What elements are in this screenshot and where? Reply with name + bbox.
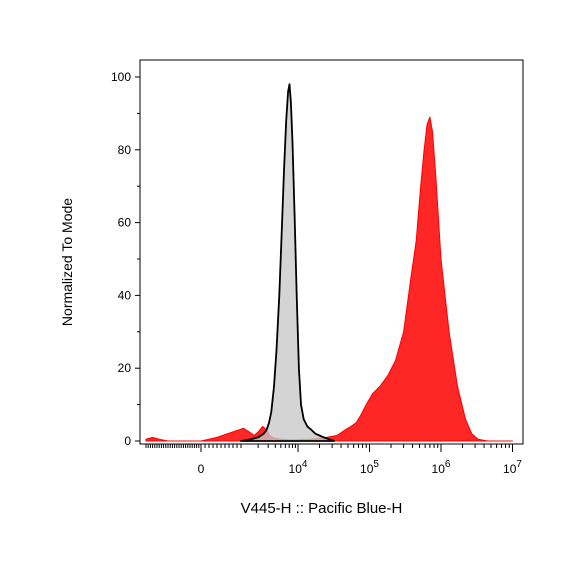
x-tick-exponent: 5 bbox=[373, 459, 379, 470]
series-layer bbox=[145, 83, 513, 442]
x-tick-label-100000: 105 bbox=[360, 459, 379, 476]
x-tick-label-0: 0 bbox=[198, 462, 205, 476]
x-tick-exponent: 4 bbox=[302, 459, 308, 470]
y-tick-label-80: 80 bbox=[118, 143, 132, 157]
y-tick-label-100: 100 bbox=[111, 70, 131, 84]
x-tick-label-1000000: 106 bbox=[432, 459, 451, 476]
histogram-series-2 bbox=[240, 83, 335, 442]
y-tick-label-0: 0 bbox=[124, 434, 131, 448]
x-tick-label-10000000: 107 bbox=[503, 459, 522, 476]
x-tick-label-10000: 104 bbox=[289, 459, 308, 476]
x-tick-base: 10 bbox=[360, 462, 374, 476]
x-tick-base: 10 bbox=[289, 462, 303, 476]
histogram-series-1 bbox=[145, 116, 513, 442]
x-tick-base: 10 bbox=[503, 462, 517, 476]
x-tick-exponent: 6 bbox=[445, 459, 451, 470]
y-tick-label-20: 20 bbox=[118, 361, 132, 375]
x-tick-exponent: 7 bbox=[516, 459, 522, 470]
x-axis-label: V445-H :: Pacific Blue-H bbox=[241, 500, 403, 517]
plot-frame bbox=[139, 59, 524, 445]
y-axis-label: Normalized To Mode bbox=[59, 198, 75, 326]
x-tick-base: 0 bbox=[198, 462, 205, 476]
y-tick-label-40: 40 bbox=[118, 288, 132, 302]
x-tick-base: 10 bbox=[432, 462, 446, 476]
y-tick-label-60: 60 bbox=[118, 216, 132, 230]
